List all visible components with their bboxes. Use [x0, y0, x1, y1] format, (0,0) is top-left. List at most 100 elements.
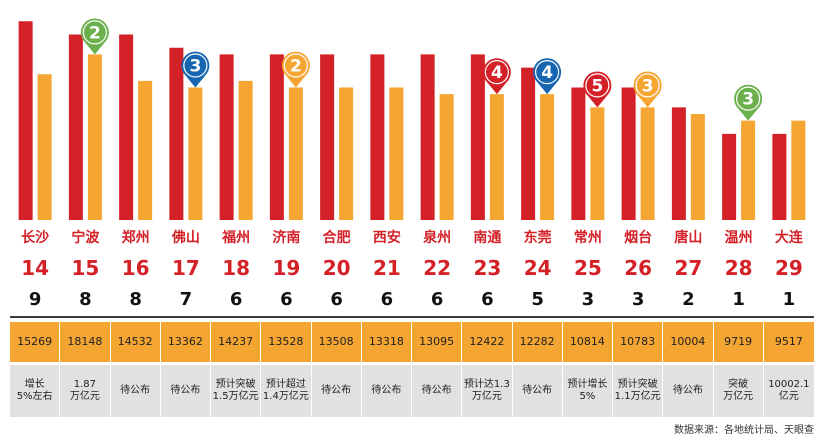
- count-cell: 1: [732, 289, 745, 310]
- count-cell: 6: [330, 289, 343, 310]
- note-cell: 待公布: [412, 365, 463, 417]
- count-cell: 6: [380, 289, 394, 310]
- rank-cell: 29: [774, 256, 803, 280]
- note-cell: 待公布: [111, 365, 161, 417]
- bar-orange-15: [791, 120, 806, 220]
- bar-red-2: [119, 34, 134, 220]
- gdp-cell: 9719: [714, 322, 764, 362]
- pin-label-9: 4: [491, 63, 503, 83]
- pin-marker-1: 2: [80, 18, 109, 55]
- rank-cell: 23: [473, 256, 502, 280]
- rank-cell: 15: [71, 256, 100, 280]
- note-cell: 待公布: [513, 365, 563, 417]
- count-cell: 3: [631, 289, 645, 310]
- city-label: 南通: [473, 230, 502, 246]
- pin-label-14: 3: [742, 90, 754, 110]
- gdp-cell: 10004: [663, 322, 714, 362]
- gdp-cell: 12282: [513, 322, 563, 362]
- gdp-cell: 13508: [312, 322, 362, 362]
- data-source: 数据来源：各地统计局、天眼查: [674, 425, 814, 436]
- note-row: 增长 5%左右 1.87 万亿元 待公布 待公布 预计突破 1.5万亿元 预计超过 1.4…: [10, 365, 814, 417]
- bar-orange-1: [87, 54, 102, 220]
- city-label: 温州: [724, 230, 753, 246]
- note-cell: 待公布: [362, 365, 412, 417]
- gdp-cell: 15269: [10, 322, 61, 362]
- count-cell: 9: [28, 289, 42, 310]
- pin-label-12: 3: [642, 76, 654, 96]
- city-label: 合肥: [322, 230, 351, 246]
- pin-label-5: 2: [290, 57, 302, 77]
- bar-red-4: [219, 54, 234, 220]
- count-cell: 6: [229, 289, 243, 310]
- pin-label-3: 3: [189, 57, 201, 77]
- bar-orange-13: [690, 114, 705, 220]
- rank-cell: 24: [523, 256, 552, 280]
- city-label: 常州: [573, 230, 602, 246]
- rank-cell: 28: [724, 256, 753, 280]
- gdp-cell: 13318: [362, 322, 412, 362]
- rank-cell: 17: [171, 256, 200, 280]
- pin-marker-5: 2: [281, 51, 310, 88]
- bar-orange-9: [489, 94, 504, 220]
- pin-marker-14: 3: [734, 84, 763, 121]
- note-cell: 待公布: [663, 365, 714, 417]
- rank-cell: 26: [624, 256, 653, 280]
- note-cell: 预计突破 1.5万亿元: [211, 365, 262, 417]
- bar-red-13: [671, 107, 686, 220]
- bar-red-12: [621, 87, 636, 220]
- gdp-cell: 13528: [261, 322, 312, 362]
- pin-marker-11: 5: [583, 71, 612, 108]
- bar-orange-3: [188, 87, 203, 220]
- gdp-cell: 13362: [161, 322, 211, 362]
- gdp-cell: 12422: [462, 322, 513, 362]
- note-cell: 1.87 万亿元: [60, 365, 111, 417]
- bar-orange-2: [138, 80, 153, 220]
- gdp-row: 15269 18148 14532 13362 14237 13528 13508 13318…: [10, 322, 814, 362]
- bar-red-14: [722, 133, 737, 220]
- count-cell: 1: [782, 289, 796, 310]
- bar-orange-5: [288, 87, 303, 220]
- note-cell: 预计增长 5%: [563, 365, 613, 417]
- rank-cell: 27: [674, 256, 703, 280]
- count-cell: 7: [179, 289, 193, 310]
- bar-red-0: [18, 21, 33, 220]
- bar-red-6: [320, 54, 335, 220]
- bar-red-5: [269, 54, 284, 220]
- note-cell: 增长 5%左右: [10, 365, 61, 417]
- pin-marker-9: 4: [482, 58, 511, 95]
- rank-cell: 14: [21, 256, 50, 280]
- count-cell: 8: [129, 289, 142, 310]
- city-label: 西安: [372, 230, 401, 246]
- count-cell: 8: [79, 289, 92, 310]
- gdp-cell: 10783: [613, 322, 664, 362]
- bar-red-3: [169, 47, 184, 220]
- rank-row: 14 15 16 17 18 19 20 21 22 23 24 25 26 27 28 29: [10, 253, 814, 283]
- city-label: 唐山: [674, 230, 703, 246]
- bar-orange-4: [238, 80, 253, 220]
- pin-label-1: 2: [89, 23, 101, 43]
- city-label: 济南: [272, 230, 301, 246]
- count-cell: 5: [531, 289, 544, 310]
- bar-chart: 2 3 2 4 4 5 3 3: [18, 18, 806, 220]
- bar-orange-8: [439, 94, 454, 220]
- city-label: 泉州: [423, 230, 452, 246]
- bar-orange-0: [37, 74, 52, 220]
- rank-cell: 16: [121, 256, 150, 280]
- city-label: 郑州: [121, 230, 150, 246]
- pin-marker-10: 4: [533, 58, 562, 95]
- bar-red-8: [420, 54, 435, 220]
- rank-cell: 20: [322, 256, 351, 280]
- bar-orange-6: [339, 87, 354, 220]
- pin-marker-12: 3: [633, 71, 662, 108]
- bar-red-9: [470, 54, 485, 220]
- bar-orange-10: [540, 94, 555, 220]
- note-cell: 预计达1.3 万亿元: [462, 365, 513, 417]
- bar-red-11: [571, 87, 586, 220]
- bar-orange-14: [741, 120, 756, 220]
- bar-orange-11: [590, 107, 605, 220]
- pin-label-10: 4: [541, 63, 553, 83]
- note-cell: 10002.1 亿元: [768, 379, 810, 402]
- gdp-cell: 9517: [774, 335, 803, 348]
- bar-red-15: [772, 133, 787, 220]
- count-cell: 6: [481, 289, 494, 310]
